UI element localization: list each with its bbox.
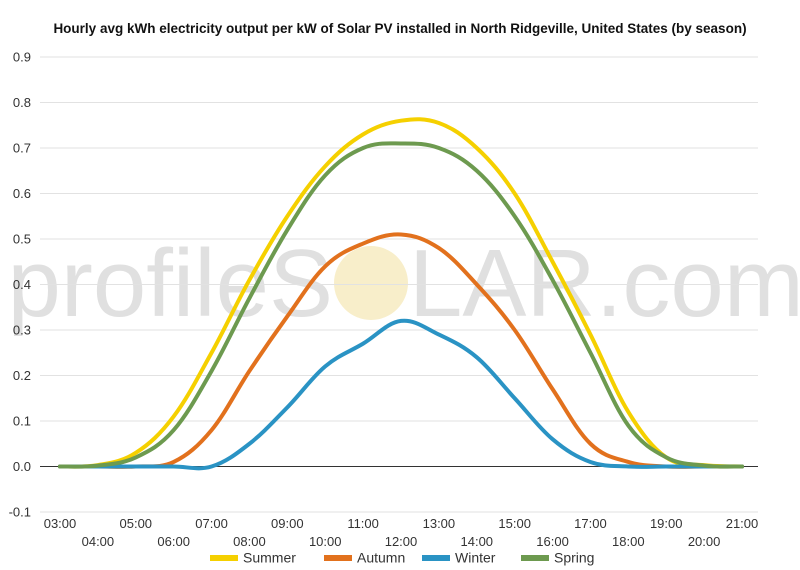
x-tick-label: 03:00 <box>44 516 77 531</box>
x-tick-label: 10:00 <box>309 534 342 549</box>
series-line-summer <box>58 117 744 469</box>
series-line-spring <box>58 141 744 469</box>
y-tick-label: 0.1 <box>13 414 31 429</box>
y-axis: -0.1 0.0 0.1 0.2 0.3 0.4 0.5 0.6 0.7 0.8 0.9 <box>9 50 31 520</box>
grid <box>40 56 758 513</box>
x-tick-label: 16:00 <box>536 534 569 549</box>
x-tick-label: 15:00 <box>498 516 531 531</box>
x-tick-label: 19:00 <box>650 516 683 531</box>
legend-swatch <box>521 555 549 561</box>
legend-swatch <box>210 555 238 561</box>
x-tick-label: 13:00 <box>423 516 456 531</box>
legend-item-spring[interactable]: Spring <box>521 550 594 566</box>
x-tick-label: 07:00 <box>195 516 228 531</box>
y-tick-label: 0.6 <box>13 186 31 201</box>
y-tick-label: 0.8 <box>13 95 31 110</box>
legend-label: Spring <box>554 550 594 566</box>
x-tick-label: 20:00 <box>688 534 721 549</box>
x-tick-label: 21:00 <box>726 516 759 531</box>
x-tick-label: 09:00 <box>271 516 304 531</box>
x-tick-label: 11:00 <box>347 516 379 531</box>
x-tick-label: 08:00 <box>233 534 266 549</box>
series-line-winter <box>58 318 744 471</box>
y-tick-label: 0.7 <box>13 141 31 156</box>
y-tick-label: 0.4 <box>13 277 31 292</box>
y-tick-label: 0.0 <box>13 459 31 474</box>
legend-item-autumn[interactable]: Autumn <box>324 550 405 566</box>
chart-title: Hourly avg kWh electricity output per kW… <box>53 21 746 36</box>
series-line-autumn <box>58 232 744 469</box>
legend-label: Winter <box>455 550 496 566</box>
x-tick-label: 17:00 <box>574 516 607 531</box>
y-tick-label: -0.1 <box>9 505 31 520</box>
legend-item-summer[interactable]: Summer <box>210 550 296 566</box>
legend-swatch <box>422 555 450 561</box>
legend: Summer Autumn Winter Spring <box>210 550 594 566</box>
y-tick-label: 0.5 <box>13 232 31 247</box>
watermark-text-right: LAR.com <box>409 230 800 337</box>
x-tick-label: 04:00 <box>82 534 115 549</box>
series-lines <box>58 117 744 471</box>
legend-item-winter[interactable]: Winter <box>422 550 496 566</box>
y-tick-label: 0.9 <box>13 50 31 65</box>
watermark-sun-icon <box>334 246 408 320</box>
y-tick-label: 0.3 <box>13 323 31 338</box>
x-tick-label: 14:00 <box>461 534 494 549</box>
x-axis: 03:00 04:00 05:00 06:00 07:00 08:00 09:00 10:00… <box>44 516 759 549</box>
x-tick-label: 06:00 <box>157 534 190 549</box>
x-tick-label: 05:00 <box>120 516 153 531</box>
legend-label: Autumn <box>357 550 405 566</box>
y-tick-label: 0.2 <box>13 368 31 383</box>
legend-swatch <box>324 555 352 561</box>
x-tick-label: 12:00 <box>385 534 418 549</box>
x-tick-label: 18:00 <box>612 534 645 549</box>
legend-label: Summer <box>243 550 296 566</box>
